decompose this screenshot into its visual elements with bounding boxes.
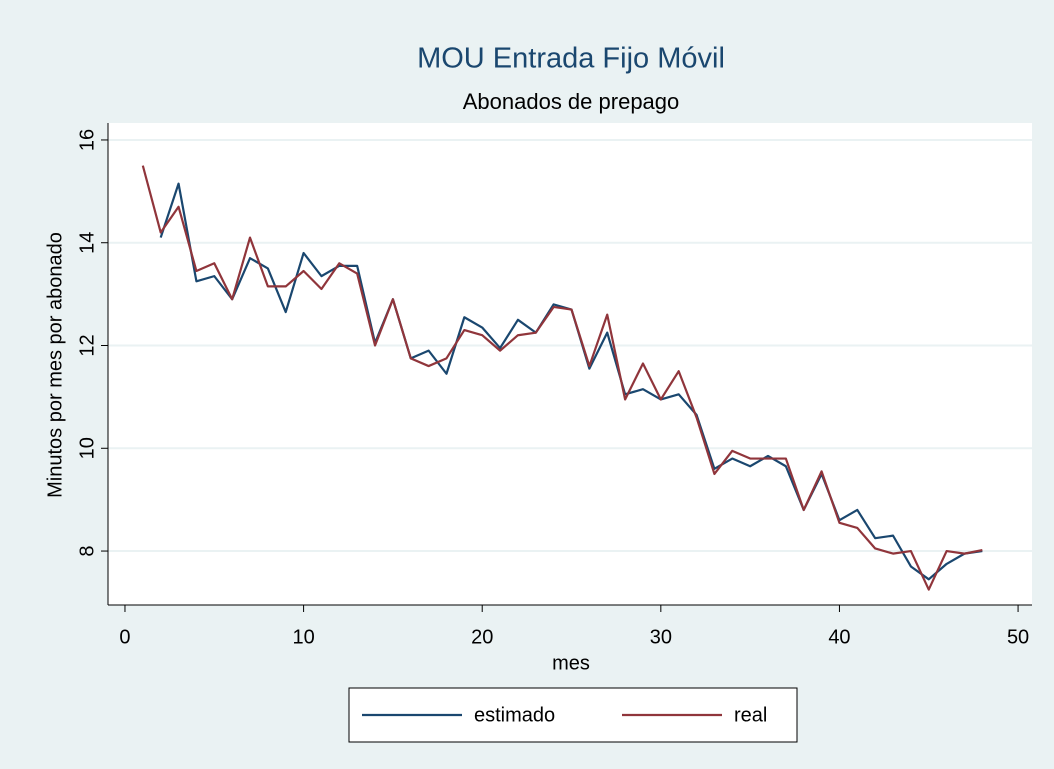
- x-tick-label: 30: [650, 626, 672, 648]
- x-tick-label: 0: [119, 626, 130, 648]
- x-axis-label: mes: [552, 652, 590, 674]
- chart-subtitle: Abonados de prepago: [463, 89, 680, 114]
- x-tick-label: 10: [292, 626, 314, 648]
- chart-title: MOU Entrada Fijo Móvil: [417, 43, 725, 75]
- x-tick-label: 40: [828, 626, 850, 648]
- plot-area: [108, 123, 1032, 605]
- y-axis-label: Minutos por mes por abonado: [44, 232, 66, 498]
- y-tick-label: 10: [76, 437, 98, 459]
- y-tick-label: 16: [76, 129, 98, 151]
- legend-label: estimado: [474, 704, 555, 726]
- series-line: [141, 165, 983, 591]
- y-tick-label: 14: [76, 232, 98, 254]
- x-tick-label: 50: [1007, 626, 1029, 648]
- legend-label: real: [734, 704, 767, 726]
- y-tick-label: 8: [76, 545, 98, 556]
- x-tick-label: 20: [471, 626, 493, 648]
- y-tick-label: 12: [76, 334, 98, 356]
